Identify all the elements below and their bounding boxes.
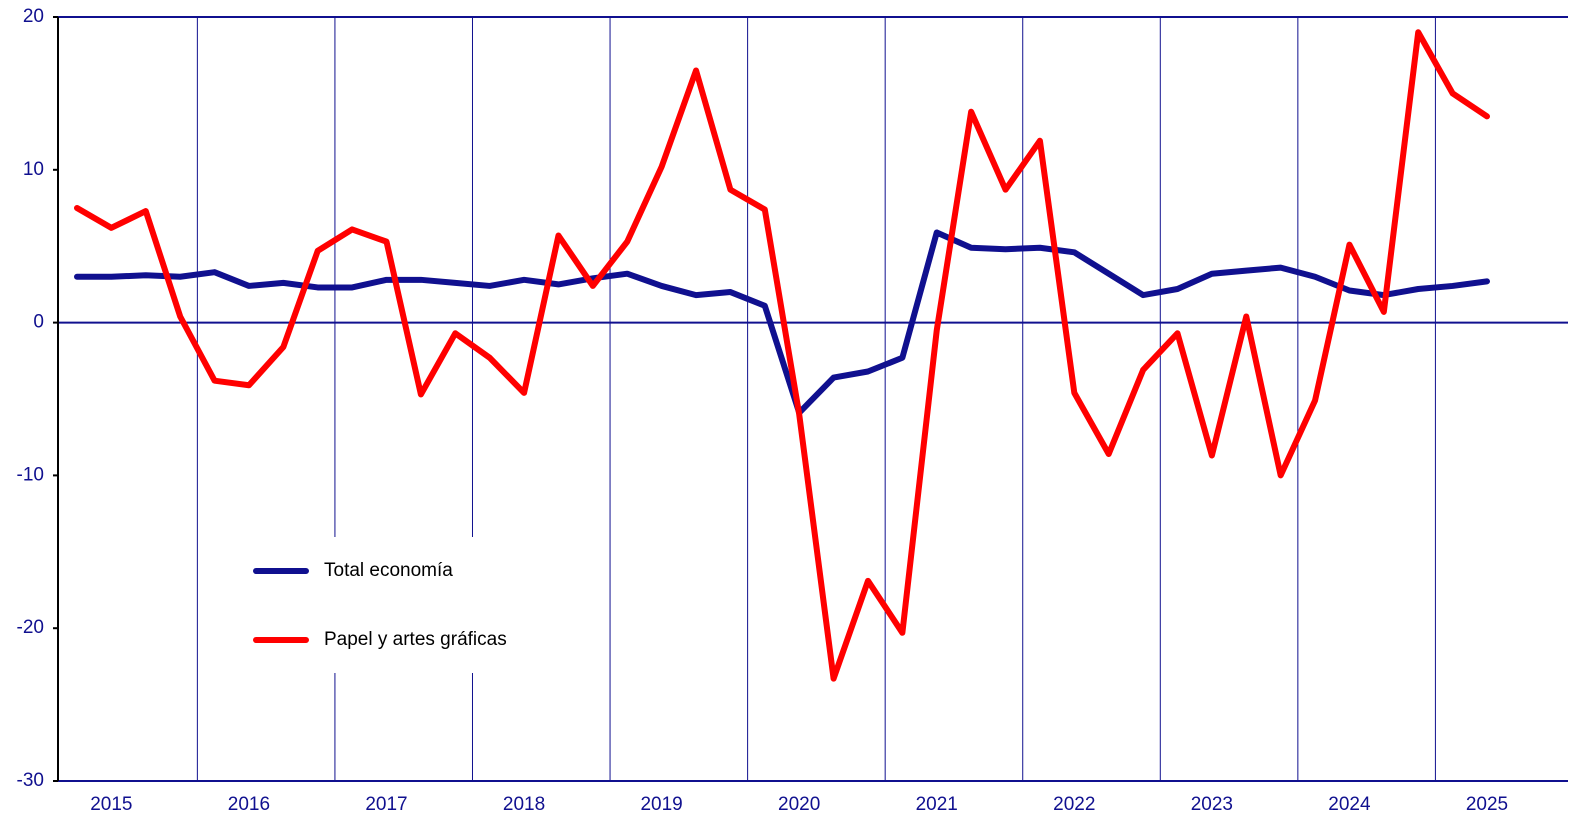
y-tick-label: -10 xyxy=(17,464,44,485)
series-line xyxy=(74,229,1490,416)
x-tick-label: 2025 xyxy=(1466,794,1508,815)
y-tick-label: -30 xyxy=(17,770,44,791)
x-tick-label: 2019 xyxy=(640,794,682,815)
legend-box xyxy=(240,537,570,673)
y-tick-label: 20 xyxy=(23,6,44,27)
x-tick-label: 2018 xyxy=(503,794,545,815)
legend-label: Papel y artes gráficas xyxy=(324,629,507,650)
x-tick-label: 2016 xyxy=(228,794,270,815)
x-tick-label: 2022 xyxy=(1053,794,1095,815)
y-tick-label: 10 xyxy=(23,159,44,180)
y-tick-label: -20 xyxy=(17,617,44,638)
x-tick-label: 2017 xyxy=(365,794,407,815)
x-tick-label: 2015 xyxy=(90,794,132,815)
x-tick-label: 2024 xyxy=(1328,794,1371,815)
legend-label: Total economía xyxy=(324,560,453,581)
x-tick-label: 2021 xyxy=(916,794,958,815)
x-tick-label: 2023 xyxy=(1191,794,1233,815)
y-tick-label: 0 xyxy=(33,312,44,333)
x-tick-label: 2020 xyxy=(778,794,820,815)
series-line xyxy=(74,29,1490,682)
